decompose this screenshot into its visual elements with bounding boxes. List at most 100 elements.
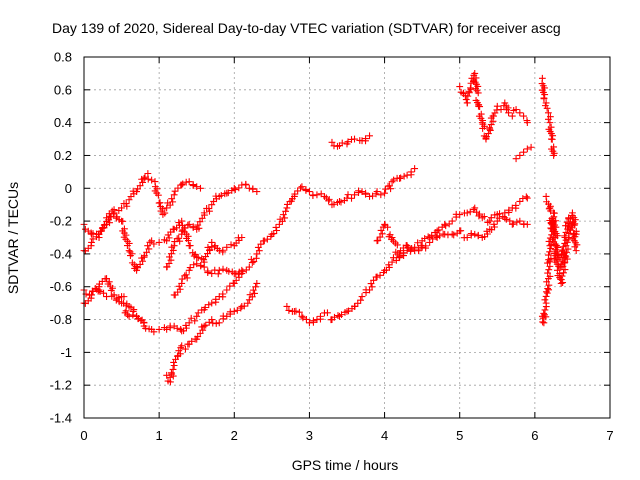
data-point: [546, 119, 554, 127]
data-point: [354, 299, 362, 307]
data-point: [539, 318, 547, 326]
data-point: [208, 316, 216, 323]
x-tick-label: 7: [606, 428, 613, 443]
data-point: [512, 155, 520, 163]
data-point: [201, 304, 209, 311]
data-point: [388, 258, 396, 266]
data-point: [223, 243, 231, 251]
y-tick-label: 0.4: [54, 115, 72, 130]
y-tick-label: 0: [65, 181, 72, 196]
data-point: [478, 119, 486, 127]
data-point: [175, 234, 183, 242]
data-point: [244, 299, 252, 307]
x-axis-title: GPS time / hours: [292, 457, 399, 473]
data-point: [501, 99, 509, 107]
data-point: [462, 96, 470, 103]
data-point: [212, 320, 220, 327]
data-point: [541, 91, 549, 99]
data-point: [313, 191, 321, 199]
data-point: [396, 253, 403, 261]
data-point: [214, 270, 222, 278]
data-point: [474, 89, 482, 97]
data-point: [545, 251, 552, 259]
data-point: [386, 182, 393, 190]
x-tick-label: 3: [306, 428, 313, 443]
data-point: [125, 247, 133, 255]
data-point: [178, 181, 186, 189]
data-point: [238, 234, 246, 241]
data-point: [563, 238, 571, 246]
y-tick-label: 0.6: [54, 82, 72, 97]
data-point: [197, 262, 205, 270]
data-point: [571, 220, 579, 228]
data-point: [217, 191, 225, 199]
x-tick-label: 6: [531, 428, 538, 443]
data-point: [155, 199, 163, 207]
data-point: [442, 222, 450, 230]
data-point: [325, 197, 332, 205]
data-point: [177, 325, 185, 333]
data-point: [544, 285, 552, 292]
data-point: [129, 311, 137, 319]
data-point: [414, 239, 422, 247]
data-point: [572, 247, 580, 255]
data-point: [540, 319, 548, 327]
y-tick-label: -1: [60, 345, 72, 360]
data-point: [562, 222, 569, 230]
data-point: [547, 207, 554, 215]
data-point: [140, 175, 148, 182]
data-point: [186, 242, 194, 250]
data-point: [508, 112, 516, 120]
x-tick-label: 4: [381, 428, 388, 443]
data-point: [471, 230, 479, 238]
data-point: [552, 242, 560, 250]
data-point: [263, 235, 271, 243]
data-marks: [80, 70, 581, 386]
data-point: [400, 172, 408, 180]
series-track-g: [170, 165, 419, 299]
data-point: [415, 245, 423, 253]
data-point: [417, 241, 425, 249]
series-track-e: [163, 180, 261, 271]
data-point: [567, 222, 575, 230]
data-point: [387, 185, 394, 193]
data-point: [516, 198, 524, 205]
data-point: [520, 148, 527, 156]
data-point: [357, 296, 365, 304]
data-point: [571, 243, 579, 251]
data-point: [144, 175, 152, 183]
data-point: [388, 178, 396, 186]
data-point: [548, 135, 556, 143]
data-point: [208, 239, 216, 246]
data-point: [107, 286, 115, 294]
data-point: [435, 226, 443, 234]
data-point: [248, 259, 256, 267]
data-point: [523, 119, 531, 127]
data-point: [373, 273, 381, 281]
data-point: [171, 187, 179, 195]
data-point: [294, 187, 302, 195]
data-point: [368, 283, 376, 291]
data-point: [572, 230, 580, 238]
data-point: [303, 316, 310, 323]
data-point: [176, 237, 184, 245]
data-point: [193, 312, 201, 320]
data-point: [193, 183, 201, 191]
data-point: [366, 132, 373, 140]
data-point: [272, 224, 280, 231]
data-point: [397, 174, 405, 182]
data-point: [157, 207, 165, 215]
data-point: [245, 296, 253, 304]
data-point: [328, 138, 336, 146]
data-point: [185, 220, 193, 228]
data-point: [376, 271, 384, 279]
data-point: [211, 243, 218, 251]
data-point: [287, 197, 295, 205]
data-point: [187, 314, 195, 322]
plot-frame: [83, 56, 611, 419]
data-point: [252, 283, 259, 291]
data-point: [169, 198, 177, 206]
x-tick-labels: 0 1 2 3 4 5 6 7: [80, 428, 613, 443]
data-point: [421, 235, 429, 242]
data-point: [441, 230, 449, 238]
